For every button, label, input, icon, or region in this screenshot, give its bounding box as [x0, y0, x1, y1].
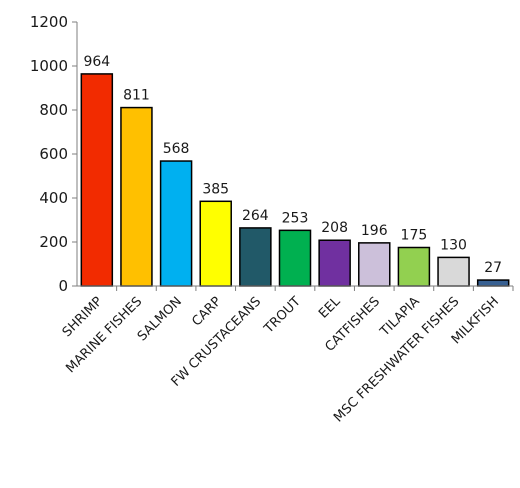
- bar: [159, 160, 193, 287]
- x-tick-label: TROUT: [261, 294, 304, 337]
- y-tick-label: 400: [39, 189, 68, 207]
- data-label: 27: [484, 260, 502, 276]
- bar: [318, 239, 351, 287]
- y-tick-label: 600: [39, 145, 68, 163]
- data-label: 196: [361, 223, 388, 239]
- x-tick-label: EEL: [316, 294, 344, 322]
- bar: [476, 279, 510, 287]
- bar: [80, 73, 114, 287]
- y-tick-label: 0: [58, 277, 68, 295]
- bar: [358, 242, 391, 287]
- bar: [239, 227, 272, 287]
- data-label: 208: [321, 220, 348, 236]
- x-tick-label: MARINE FISHES: [63, 294, 145, 376]
- y-tick-label: 200: [39, 233, 68, 251]
- data-label: 175: [401, 228, 428, 244]
- data-label: 568: [163, 141, 190, 157]
- bar: [120, 106, 153, 287]
- x-tick-label: SALMON: [135, 294, 185, 344]
- data-label: 253: [282, 210, 309, 226]
- y-tick-label: 1000: [30, 57, 68, 75]
- data-label: 811: [123, 88, 150, 104]
- y-tick-label: 1200: [30, 13, 68, 31]
- bar: [199, 200, 232, 287]
- data-label: 964: [83, 54, 110, 70]
- data-label: 130: [440, 237, 467, 253]
- data-label: 264: [242, 208, 269, 224]
- x-tick-label: CARP: [189, 294, 224, 329]
- bar: [278, 229, 312, 287]
- bar: [437, 256, 470, 287]
- y-axis: 0 200 400 600 800 1000 1200: [30, 13, 78, 295]
- data-labels: 964 811 568 385 264 253 208 196 175 130 27: [83, 54, 502, 276]
- y-tick-label: 800: [39, 101, 68, 119]
- data-label: 385: [202, 181, 229, 197]
- bars: [80, 73, 510, 287]
- bar: [397, 246, 431, 287]
